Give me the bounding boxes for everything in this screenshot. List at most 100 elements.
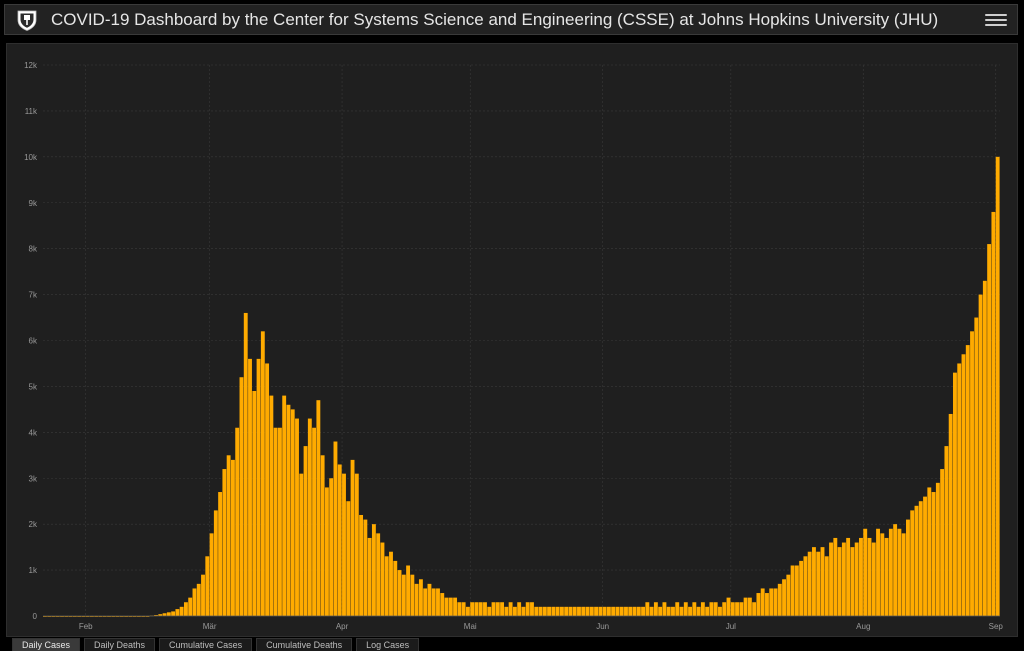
bar[interactable] <box>141 616 146 617</box>
bar[interactable] <box>68 616 73 617</box>
bar[interactable] <box>700 602 705 616</box>
bar[interactable] <box>136 616 141 617</box>
bar[interactable] <box>303 446 308 616</box>
bar[interactable] <box>534 606 539 616</box>
bar[interactable] <box>987 244 992 616</box>
bar[interactable] <box>645 602 650 616</box>
bar[interactable] <box>671 606 675 616</box>
bar[interactable] <box>957 363 962 616</box>
bar[interactable] <box>572 606 577 616</box>
bar[interactable] <box>820 547 825 616</box>
bar[interactable] <box>512 606 517 616</box>
bar[interactable] <box>363 519 368 616</box>
bar[interactable] <box>448 597 453 616</box>
bar[interactable] <box>658 606 663 616</box>
bar[interactable] <box>94 616 99 617</box>
bar[interactable] <box>243 312 248 616</box>
bar[interactable] <box>910 510 915 616</box>
bar[interactable] <box>846 537 851 616</box>
bar[interactable] <box>760 588 765 616</box>
bar[interactable] <box>662 602 667 616</box>
bar[interactable] <box>320 455 325 616</box>
bar[interactable] <box>598 606 603 616</box>
bar[interactable] <box>235 427 240 616</box>
bar[interactable] <box>884 537 889 616</box>
bar[interactable] <box>192 588 197 616</box>
bar[interactable] <box>43 616 47 617</box>
bar[interactable] <box>615 606 620 616</box>
bar[interactable] <box>316 400 321 616</box>
bar[interactable] <box>252 391 257 616</box>
bar[interactable] <box>213 510 218 616</box>
bar[interactable] <box>295 418 299 616</box>
bar[interactable] <box>521 606 526 616</box>
bar[interactable] <box>752 602 757 616</box>
bar[interactable] <box>504 606 509 616</box>
bar[interactable] <box>111 616 116 617</box>
bar[interactable] <box>940 469 945 616</box>
bar[interactable] <box>948 413 953 616</box>
bar[interactable] <box>991 211 996 616</box>
bar[interactable] <box>564 606 569 616</box>
bar[interactable] <box>248 358 252 616</box>
bar[interactable] <box>342 473 346 616</box>
bar[interactable] <box>418 579 423 616</box>
bar[interactable] <box>829 542 833 616</box>
bar[interactable] <box>222 469 227 616</box>
hamburger-menu-icon[interactable] <box>985 9 1007 31</box>
bar[interactable] <box>888 528 893 616</box>
bar[interactable] <box>230 459 235 616</box>
bar[interactable] <box>427 583 432 616</box>
bar[interactable] <box>389 551 393 616</box>
bar[interactable] <box>935 482 940 616</box>
bar[interactable] <box>581 606 586 616</box>
bar[interactable] <box>606 606 611 616</box>
bar[interactable] <box>436 588 440 616</box>
bar[interactable] <box>474 602 479 616</box>
bar[interactable] <box>918 501 923 616</box>
bar[interactable] <box>978 294 983 616</box>
bar[interactable] <box>824 556 829 616</box>
bar[interactable] <box>487 606 492 616</box>
bar[interactable] <box>705 606 710 616</box>
tab-daily-cases[interactable]: Daily Cases <box>12 638 81 651</box>
bar[interactable] <box>406 565 411 616</box>
bar[interactable] <box>517 602 522 616</box>
bar[interactable] <box>619 606 624 616</box>
bar[interactable] <box>51 616 56 617</box>
bar[interactable] <box>555 606 560 616</box>
bar[interactable] <box>508 602 513 616</box>
bar[interactable] <box>115 616 120 617</box>
bar[interactable] <box>218 492 223 616</box>
bar[interactable] <box>414 583 419 616</box>
bar[interactable] <box>269 395 274 616</box>
bar[interactable] <box>166 612 171 616</box>
bar[interactable] <box>265 363 270 616</box>
bar[interactable] <box>876 528 880 616</box>
bar[interactable] <box>128 616 133 617</box>
bar[interactable] <box>542 606 547 616</box>
bar[interactable] <box>196 583 201 616</box>
bar[interactable] <box>551 606 556 616</box>
bar[interactable] <box>743 597 748 616</box>
bar[interactable] <box>256 358 261 616</box>
bar[interactable] <box>171 611 176 616</box>
bar[interactable] <box>286 404 291 616</box>
bar[interactable] <box>803 556 808 616</box>
bar[interactable] <box>367 537 372 616</box>
bar[interactable] <box>931 492 936 616</box>
bar[interactable] <box>923 496 927 616</box>
bar[interactable] <box>124 616 129 617</box>
bar[interactable] <box>769 588 774 616</box>
bar[interactable] <box>525 602 530 616</box>
bar[interactable] <box>183 602 188 616</box>
bar[interactable] <box>380 542 385 616</box>
bar[interactable] <box>970 331 974 616</box>
bar[interactable] <box>790 565 795 616</box>
bar[interactable] <box>799 560 804 616</box>
bar[interactable] <box>718 606 722 616</box>
bar[interactable] <box>927 487 932 616</box>
bar[interactable] <box>162 613 167 616</box>
bar[interactable] <box>901 533 906 616</box>
bar[interactable] <box>965 345 970 616</box>
